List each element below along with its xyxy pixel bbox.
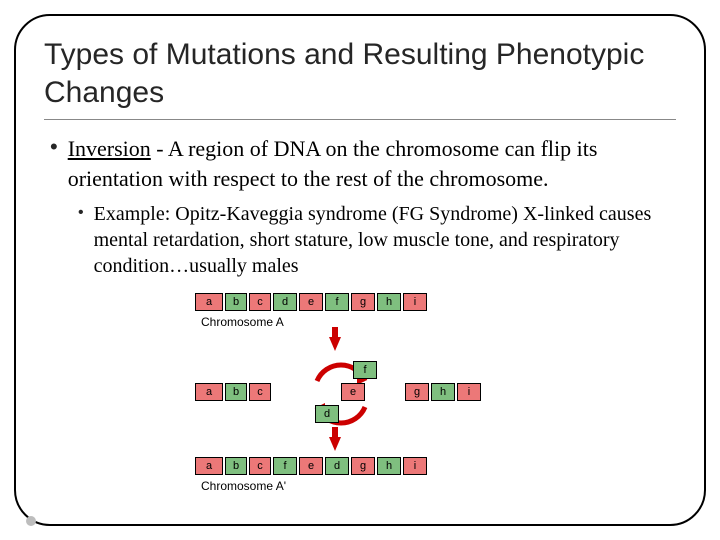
chromosome-row-3: abcfedghi: [195, 455, 525, 477]
caption-top: Chromosome A: [201, 315, 525, 329]
main-bullet: • Inversion - A region of DNA on the chr…: [50, 134, 676, 193]
segment-b: b: [225, 383, 247, 401]
segment-i: i: [457, 383, 481, 401]
segment-h: h: [431, 383, 455, 401]
sub-bullet: • Example: Opitz-Kaveggia syndrome (FG S…: [78, 201, 676, 279]
segment-c: c: [249, 293, 271, 311]
segment-a: a: [195, 383, 223, 401]
chromosome-row-1: abcdefghi: [195, 291, 525, 313]
segment-a: a: [195, 457, 223, 475]
segment-f: f: [273, 457, 297, 475]
slide-title: Types of Mutations and Resulting Phenoty…: [44, 36, 676, 111]
segment-d-floating: d: [315, 405, 339, 423]
chromosome-mid-left: abc: [195, 383, 271, 401]
segment-h: h: [377, 293, 401, 311]
segment-g: g: [351, 293, 375, 311]
segment-g: g: [405, 383, 429, 401]
segment-a: a: [195, 293, 223, 311]
arrow-down-icon: [329, 337, 341, 351]
segment-e: e: [299, 457, 323, 475]
page-indicator-dot: [26, 516, 36, 526]
sub-bullet-text: Example: Opitz-Kaveggia syndrome (FG Syn…: [94, 201, 676, 279]
slide-frame: Types of Mutations and Resulting Phenoty…: [14, 14, 706, 526]
bullet-dot-icon: •: [50, 134, 58, 160]
segment-b: b: [225, 293, 247, 311]
segment-d: d: [273, 293, 297, 311]
segment-f: f: [325, 293, 349, 311]
segment-c: c: [249, 383, 271, 401]
segment-i: i: [403, 457, 427, 475]
bullet-text: Inversion - A region of DNA on the chrom…: [68, 134, 676, 193]
segment-c: c: [249, 457, 271, 475]
segment-i: i: [403, 293, 427, 311]
sub-bullet-dot-icon: •: [78, 201, 84, 225]
inversion-diagram: abcdefghi Chromosome A abc ghi f e d abc…: [195, 291, 525, 493]
segment-e: e: [299, 293, 323, 311]
segment-g: g: [351, 457, 375, 475]
segment-b: b: [225, 457, 247, 475]
chromosome-mid-wrap: abc ghi f e d: [195, 355, 525, 433]
segment-f-floating: f: [353, 361, 377, 379]
segment-d: d: [325, 457, 349, 475]
segment-h: h: [377, 457, 401, 475]
term-inversion: Inversion: [68, 136, 151, 161]
caption-bottom: Chromosome A': [201, 479, 525, 493]
segment-e-floating: e: [341, 383, 365, 401]
arrow-down-icon: [329, 437, 341, 451]
chromosome-mid-right: ghi: [405, 383, 481, 401]
title-underline: [44, 119, 676, 120]
